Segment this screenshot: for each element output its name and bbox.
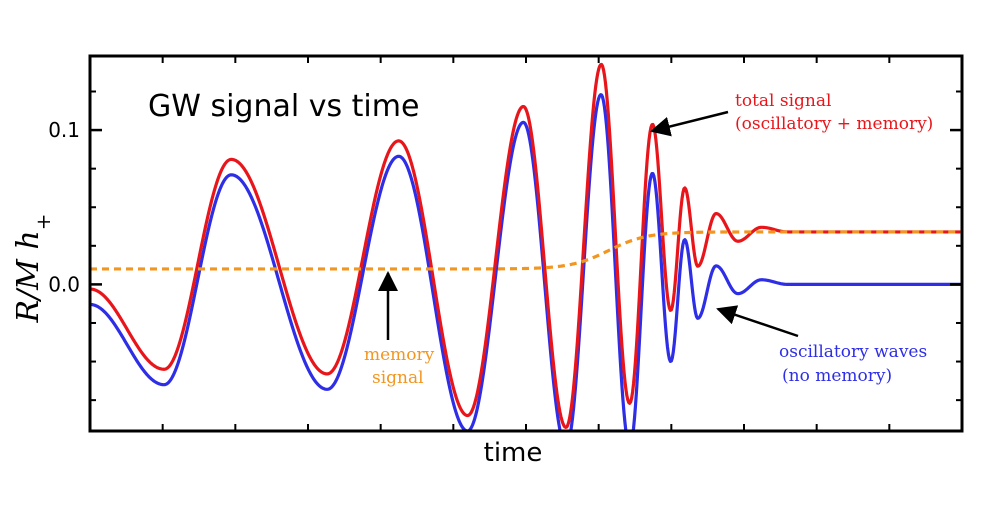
x-axis-label: time [484,438,543,468]
ticks-layer: 0.1 0.0 [48,56,962,431]
series-oscillatory-line [90,93,962,431]
y-tick-label-0: 0.1 [48,118,80,142]
annotation-oscillatory-line2: (no memory) [782,366,892,386]
annotation-memory-line2: signal [372,368,424,388]
y-axis-label: R/M h+ [11,213,55,323]
arrow-oscillatory [716,305,799,338]
annotation-oscillatory: oscillatory waves (no memory) [716,305,927,386]
annotation-oscillatory-line1: oscillatory waves [779,342,927,362]
series-memory-line [90,230,962,271]
annotation-memory: memory signal [364,271,435,388]
annotation-total: total signal (oscillatory + memory) [650,91,933,137]
series-layer [90,62,962,431]
arrow-total [650,110,729,137]
y-tick-label-1: 0.0 [48,272,80,296]
chart-title: GW signal vs time [148,89,419,124]
annotation-memory-line1: memory [364,345,435,365]
annotation-total-line1: total signal [735,91,831,111]
annotation-total-line2: (oscillatory + memory) [735,114,933,134]
